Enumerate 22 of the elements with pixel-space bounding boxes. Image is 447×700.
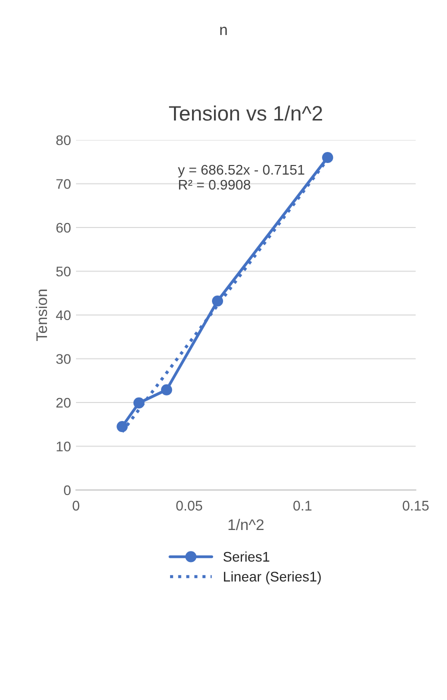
chart-title: Tension vs 1/n^2: [169, 105, 322, 121]
y-tick-label: 80: [56, 135, 71, 146]
x-tick-label: 0: [72, 500, 80, 511]
x-axis-title: 1/n^2: [228, 518, 264, 530]
y-tick-label: 40: [56, 310, 71, 320]
y-tick-label: 0: [64, 485, 71, 496]
point: [322, 152, 334, 164]
annotation: y = 686.52x - 0.7151 R² = 0.9908: [178, 164, 304, 190]
y-tick-label: 10: [56, 442, 71, 452]
y-tick-label: 50: [56, 266, 71, 276]
legend-label: Linear (Series1): [224, 571, 321, 584]
y-tick-label: 60: [56, 222, 71, 233]
text: n: [220, 26, 227, 35]
y-axis-title: Tension: [36, 290, 48, 341]
point: [161, 384, 172, 396]
y-tick-label: 30: [56, 354, 71, 364]
x-tick-label: 0.1: [293, 500, 312, 511]
x-tick-label: 0.15: [402, 500, 429, 511]
x-tick-label: 0.05: [176, 500, 202, 511]
legend-label: Series1: [223, 552, 270, 562]
y-tick-label: 70: [56, 179, 71, 189]
y-tick-label: 20: [56, 398, 71, 408]
